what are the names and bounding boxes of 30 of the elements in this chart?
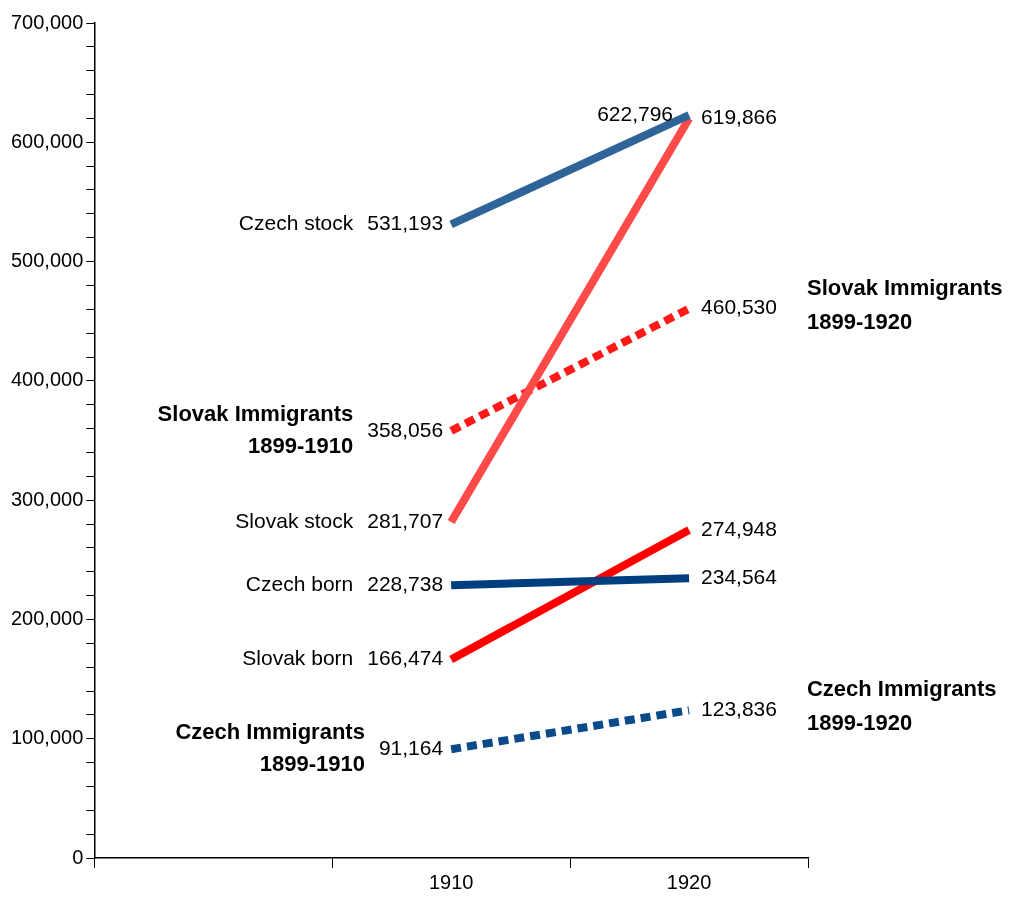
data-label: 274,948 [701, 516, 777, 540]
y-tick-label: 400,000 [11, 368, 84, 391]
data-label: 281,707 [367, 508, 444, 532]
data-label: 166,474 [367, 646, 444, 670]
y-tick-label: 300,000 [11, 487, 84, 510]
data-label: 234,564 [701, 565, 778, 588]
y-tick-label: 100,000 [11, 726, 84, 749]
x-tick-label: 1910 [428, 870, 474, 893]
data-label: 358,056 [367, 417, 444, 441]
y-tick-label: 700,000 [11, 10, 84, 33]
data-label: 531,193 [367, 211, 444, 235]
y-tick-label: 200,000 [11, 606, 84, 629]
annotation: Czech stock [238, 211, 354, 235]
annotation: Slovak Immigrants 1899-1920 [806, 274, 1003, 334]
data-label: 228,738 [367, 571, 444, 595]
data-label: 619,866 [701, 105, 777, 129]
annotation: Czech born [245, 571, 354, 595]
data-label: 622,796 [597, 101, 674, 125]
y-tick-label: 500,000 [11, 249, 84, 272]
annotation: Slovak stock [235, 508, 354, 532]
annotation: Slovak born [242, 646, 354, 670]
y-tick-label: 600,000 [11, 129, 84, 152]
data-label: 91,164 [378, 736, 444, 760]
x-tick-label: 1920 [666, 870, 712, 893]
data-label: 460,530 [701, 295, 777, 319]
annotation: Czech Immigrants 1899-1920 [806, 676, 997, 736]
annotation: Slovak Immigrants 1899-1910 [157, 400, 354, 458]
y-tick-label: 0 [72, 845, 84, 868]
annotation: Czech Immigrants 1899-1910 [175, 719, 365, 777]
data-label: 123,836 [701, 697, 777, 721]
